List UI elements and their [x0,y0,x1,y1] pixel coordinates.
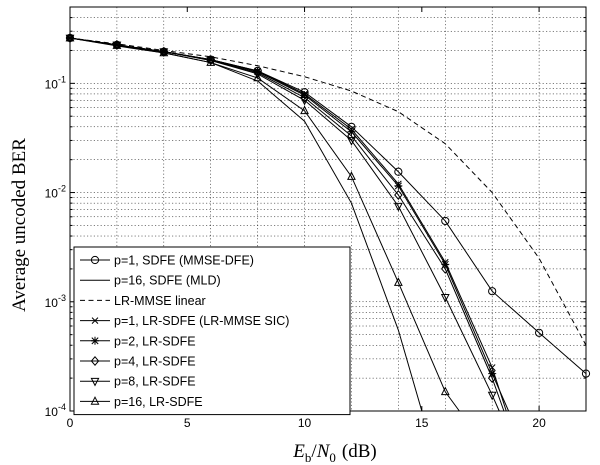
marker-triangle-down [253,70,263,80]
marker-star [91,336,99,345]
legend-item: p=8, LR-SDFE [80,375,196,389]
legend-item: p=16, LR-SDFE [80,395,203,409]
marker-triangle-down [440,293,450,303]
y-axis-label: Average uncoded BER [9,138,30,312]
y-tick-label: 10-1 [45,74,66,91]
legend: p=1, SDFE (MMSE-DFE) p=16, SDFE (MLD) LR-M… [73,246,351,416]
x-tick-label: 20 [532,416,546,430]
legend-box [73,246,351,416]
marker-star [253,67,262,76]
marker-triangle-down [487,391,497,401]
legend-label: p=4, LR-SDFE [114,355,196,369]
marker-circle [441,216,450,226]
marker-triangle-up [90,396,100,405]
marker-star [206,55,215,64]
marker-triangle-up [206,57,216,66]
y-tick-label: 10-3 [45,293,66,310]
marker-circle [534,328,544,337]
ticks: 0 5 10 15 20 10-4 10-3 10-2 10-1 [45,6,586,430]
x-tick-label: 10 [298,416,312,430]
legend-label: p=8, LR-SDFE [114,375,196,389]
legend-label: p=1, SDFE (MMSE-DFE) [114,254,254,268]
marker-triangle-up [300,105,309,115]
series-line [69,37,500,412]
series-line [69,37,460,412]
y-tick-label: 10-2 [45,184,66,201]
marker-circle [394,167,403,176]
legend-label: p=1, LR-SDFE (LR-MMSE SIC) [114,314,289,328]
x-tick-label: 15 [415,416,429,430]
marker-star [300,91,309,100]
marker-diamond [441,263,450,274]
legend-item: LR-MMSE linear [80,294,206,308]
marker-triangle-up [393,277,403,286]
legend-label: LR-MMSE linear [114,294,206,308]
series-layer [65,32,591,412]
legend-item: p=4, LR-SDFE [80,355,196,369]
legend-item: p=1, LR-SDFE (LR-MMSE SIC) [80,314,289,328]
marker-circle [90,255,100,265]
marker-diamond [90,356,100,366]
marker-diamond [487,373,497,384]
legend-label: p=2, LR-SDFE [114,334,196,348]
marker-triangle-up [253,72,263,82]
marker-triangle-down [90,377,100,387]
legend-item: p=16, SDFE (MLD) [80,274,221,288]
marker-triangle-down [393,202,403,212]
x-tick-label: 5 [184,416,191,430]
legend-item: p=2, LR-SDFE [80,334,196,348]
marker-diamond [300,92,309,103]
legend-item: p=1, SDFE (MMSE-DFE) [80,254,254,268]
marker-triangle-down [347,137,356,146]
marker-circle [488,287,497,296]
legend-label: p=16, SDFE (MLD) [114,274,221,288]
marker-x [91,317,99,324]
marker-triangle-up [347,171,356,180]
legend-label: p=16, LR-SDFE [114,395,203,409]
series-3 [69,37,587,346]
marker-triangle-up [159,47,169,57]
x-axis-label: Eb/N0 (dB) [292,441,376,465]
marker-triangle-up [440,386,450,396]
marker-triangle-up [112,40,122,49]
marker-star [394,181,403,190]
series-line [69,37,587,346]
x-tick-label: 0 [67,416,74,430]
marker-diamond [394,190,403,200]
marker-triangle-down [300,96,309,106]
y-tick-label: 10-4 [45,402,66,419]
